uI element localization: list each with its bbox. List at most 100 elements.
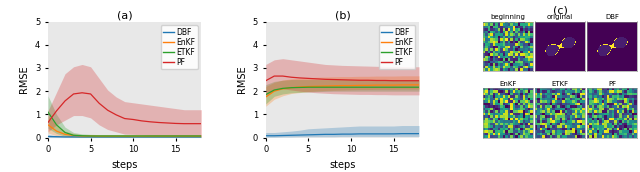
DBF	[198, 136, 205, 138]
Title: DBF: DBF	[605, 14, 619, 20]
Line: EnKF: EnKF	[48, 125, 202, 136]
Title: (b): (b)	[335, 11, 350, 21]
DBF	[44, 135, 52, 137]
PF	[121, 117, 129, 120]
EnKF	[279, 88, 287, 90]
ETKF	[138, 135, 145, 137]
ETKF	[163, 135, 171, 137]
DBF	[296, 134, 303, 136]
PF	[279, 75, 287, 77]
DBF	[271, 135, 278, 137]
EnKF	[347, 85, 355, 87]
PF	[262, 80, 269, 82]
ETKF	[356, 86, 364, 88]
ETKF	[271, 89, 278, 91]
EnKF	[415, 84, 423, 86]
ETKF	[61, 131, 69, 133]
DBF	[287, 134, 295, 136]
ETKF	[87, 135, 95, 137]
ETKF	[305, 86, 312, 88]
PF	[138, 120, 145, 122]
EnKF	[180, 135, 188, 137]
Line: ETKF: ETKF	[48, 112, 202, 136]
PF	[155, 121, 163, 123]
DBF	[279, 135, 287, 137]
Legend: DBF, EnKF, ETKF, PF: DBF, EnKF, ETKF, PF	[161, 25, 198, 69]
ETKF	[189, 135, 196, 137]
PF	[321, 78, 329, 80]
EnKF	[339, 85, 346, 87]
EnKF	[61, 133, 69, 135]
ETKF	[279, 87, 287, 89]
PF	[61, 100, 69, 102]
ETKF	[198, 135, 205, 137]
ETKF	[104, 135, 111, 137]
ETKF	[398, 86, 406, 88]
EnKF	[313, 85, 321, 87]
Text: (c): (c)	[553, 6, 568, 15]
DBF	[70, 136, 77, 138]
ETKF	[44, 111, 52, 113]
DBF	[381, 133, 389, 135]
EnKF	[406, 84, 414, 86]
PF	[172, 122, 180, 125]
ETKF	[95, 135, 103, 137]
PF	[95, 102, 103, 104]
Title: (a): (a)	[117, 11, 132, 21]
EnKF	[189, 135, 196, 137]
ETKF	[364, 86, 372, 88]
EnKF	[398, 84, 406, 86]
ETKF	[406, 86, 414, 88]
PF	[129, 119, 137, 121]
ETKF	[313, 86, 321, 88]
DBF	[364, 133, 372, 135]
EnKF	[87, 135, 95, 137]
EnKF	[172, 135, 180, 137]
PF	[112, 114, 120, 116]
EnKF	[70, 135, 77, 137]
ETKF	[339, 86, 346, 88]
ETKF	[52, 124, 60, 126]
EnKF	[330, 85, 338, 87]
EnKF	[155, 135, 163, 137]
PF	[87, 93, 95, 95]
DBF	[398, 133, 406, 135]
ETKF	[112, 135, 120, 137]
EnKF	[356, 84, 364, 86]
PF	[44, 121, 52, 123]
ETKF	[262, 94, 269, 96]
DBF	[390, 133, 397, 135]
ETKF	[172, 135, 180, 137]
EnKF	[271, 90, 278, 92]
Title: original: original	[547, 14, 573, 20]
Line: DBF: DBF	[266, 134, 419, 136]
DBF	[61, 136, 69, 138]
EnKF	[364, 84, 372, 86]
PF	[198, 123, 205, 125]
PF	[339, 79, 346, 81]
Y-axis label: RMSE: RMSE	[237, 66, 247, 93]
Y-axis label: RMSE: RMSE	[19, 66, 29, 93]
EnKF	[287, 87, 295, 89]
EnKF	[262, 96, 269, 98]
DBF	[262, 135, 269, 137]
PF	[381, 79, 389, 82]
PF	[287, 76, 295, 78]
X-axis label: steps: steps	[111, 160, 138, 170]
DBF	[406, 133, 414, 135]
EnKF	[305, 85, 312, 88]
PF	[70, 93, 77, 95]
ETKF	[381, 86, 389, 88]
ETKF	[372, 86, 380, 88]
DBF	[155, 136, 163, 138]
EnKF	[147, 135, 154, 137]
Line: DBF: DBF	[48, 136, 202, 137]
DBF	[347, 133, 355, 135]
EnKF	[321, 85, 329, 87]
PF	[398, 80, 406, 82]
PF	[52, 110, 60, 112]
DBF	[172, 136, 180, 138]
DBF	[305, 134, 312, 136]
Title: EnKF: EnKF	[499, 81, 517, 87]
DBF	[180, 136, 188, 138]
